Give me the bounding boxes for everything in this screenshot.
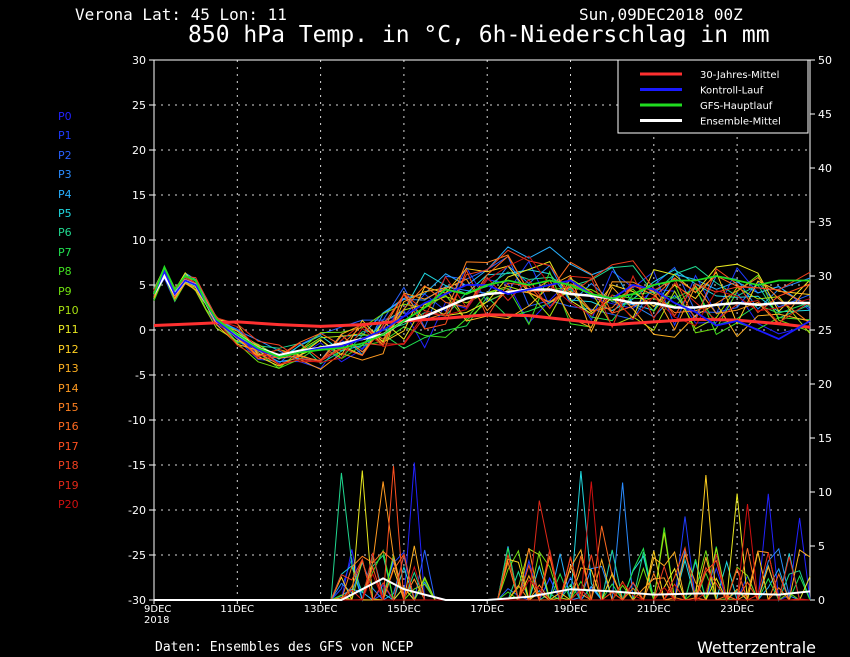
member-label-p19: P19 (58, 478, 79, 492)
ensemble-member-lines (153, 246, 811, 602)
y-tick-label-right: 50 (818, 54, 832, 67)
member-label-p8: P8 (58, 265, 72, 279)
legend-entry-label: 30-Jahres-Mittel (700, 70, 779, 81)
member-label-p12: P12 (58, 342, 79, 356)
x-tick-label: 15DEC (387, 604, 421, 615)
y-tick-label-left: 25 (132, 99, 146, 112)
x-tick-label: 13DEC (304, 604, 338, 615)
x-tick-label: 23DEC (720, 604, 754, 615)
y-tick-label-right: 10 (818, 486, 832, 499)
member-label-p10: P10 (58, 304, 79, 317)
y-tick-label-left: -10 (128, 414, 146, 427)
y-tick-label-left: -30 (128, 594, 146, 607)
member-label-p1: P1 (58, 129, 72, 143)
y-tick-label-left: -20 (128, 504, 146, 517)
data-source-note: Daten: Ensembles des GFS von NCEP (155, 640, 414, 655)
x-tick-label: 11DEC (220, 604, 254, 615)
member-label-p6: P6 (58, 226, 72, 240)
x-tick-label: 21DEC (637, 604, 671, 615)
y-tick-label-left: 10 (132, 234, 146, 247)
member-label-p9: P9 (58, 284, 72, 298)
run-date: Sun,09DEC2018 00Z (579, 5, 743, 24)
x-tick-label: 17DEC (470, 604, 504, 615)
x-tick-label: 9DEC (144, 604, 171, 615)
legend-entry-label: Kontroll-Lauf (700, 86, 764, 97)
member-label-p16: P16 (58, 420, 79, 434)
y-tick-label-left: -15 (128, 459, 146, 472)
y-tick-label-left: 15 (132, 189, 146, 202)
series-line (154, 577, 811, 601)
y-tick-label-right: 25 (818, 324, 832, 337)
member-label-p5: P5 (58, 207, 72, 220)
y-tick-label-right: 35 (818, 216, 832, 229)
member-label-p4: P4 (58, 187, 72, 201)
member-label-p13: P13 (58, 362, 79, 376)
y-tick-label-right: 30 (818, 270, 832, 283)
y-tick-label-right: 20 (818, 378, 832, 391)
brand-name: Wetterzentrale (697, 638, 817, 657)
member-label-p2: P2 (58, 148, 72, 162)
y-tick-label-left: 5 (139, 279, 146, 292)
y-tick-label-right: 15 (818, 432, 832, 445)
y-tick-label-left: 0 (139, 324, 146, 337)
member-label-p11: P11 (58, 323, 79, 337)
y-tick-label-left: -5 (135, 369, 146, 382)
member-label-p17: P17 (58, 439, 79, 453)
series-line (153, 313, 811, 329)
y-tick-label-left: 30 (132, 54, 146, 67)
y-tick-label-left: 20 (132, 144, 146, 157)
x-tick-label: 19DEC (554, 604, 588, 615)
legend-entry-label: Ensemble-Mittel (700, 117, 781, 128)
chart-title: 850 hPa Temp. in °C, 6h-Niederschlag in … (188, 22, 770, 48)
member-temp-line (153, 271, 811, 363)
member-label-p7: P7 (58, 245, 72, 259)
y-tick-label-left: -25 (128, 549, 146, 562)
series-line (153, 264, 810, 358)
member-label-p0: P0 (58, 110, 72, 123)
member-precip-line (154, 500, 810, 601)
member-label-p18: P18 (58, 459, 79, 473)
y-tick-label-right: 5 (818, 540, 825, 553)
member-label-p15: P15 (58, 401, 79, 414)
member-label-p14: P14 (58, 381, 79, 395)
x-tick-sublabel: 2018 (144, 615, 169, 626)
y-tick-label-right: 40 (818, 162, 832, 175)
y-tick-label-right: 0 (818, 594, 825, 607)
legend-entry-label: GFS-Hauptlauf (700, 101, 773, 112)
location-title: Verona Lat: 45 Lon: 11 (75, 5, 287, 24)
member-label-p20: P20 (58, 498, 79, 511)
y-tick-label-right: 45 (818, 108, 832, 121)
member-label-p3: P3 (58, 168, 72, 182)
